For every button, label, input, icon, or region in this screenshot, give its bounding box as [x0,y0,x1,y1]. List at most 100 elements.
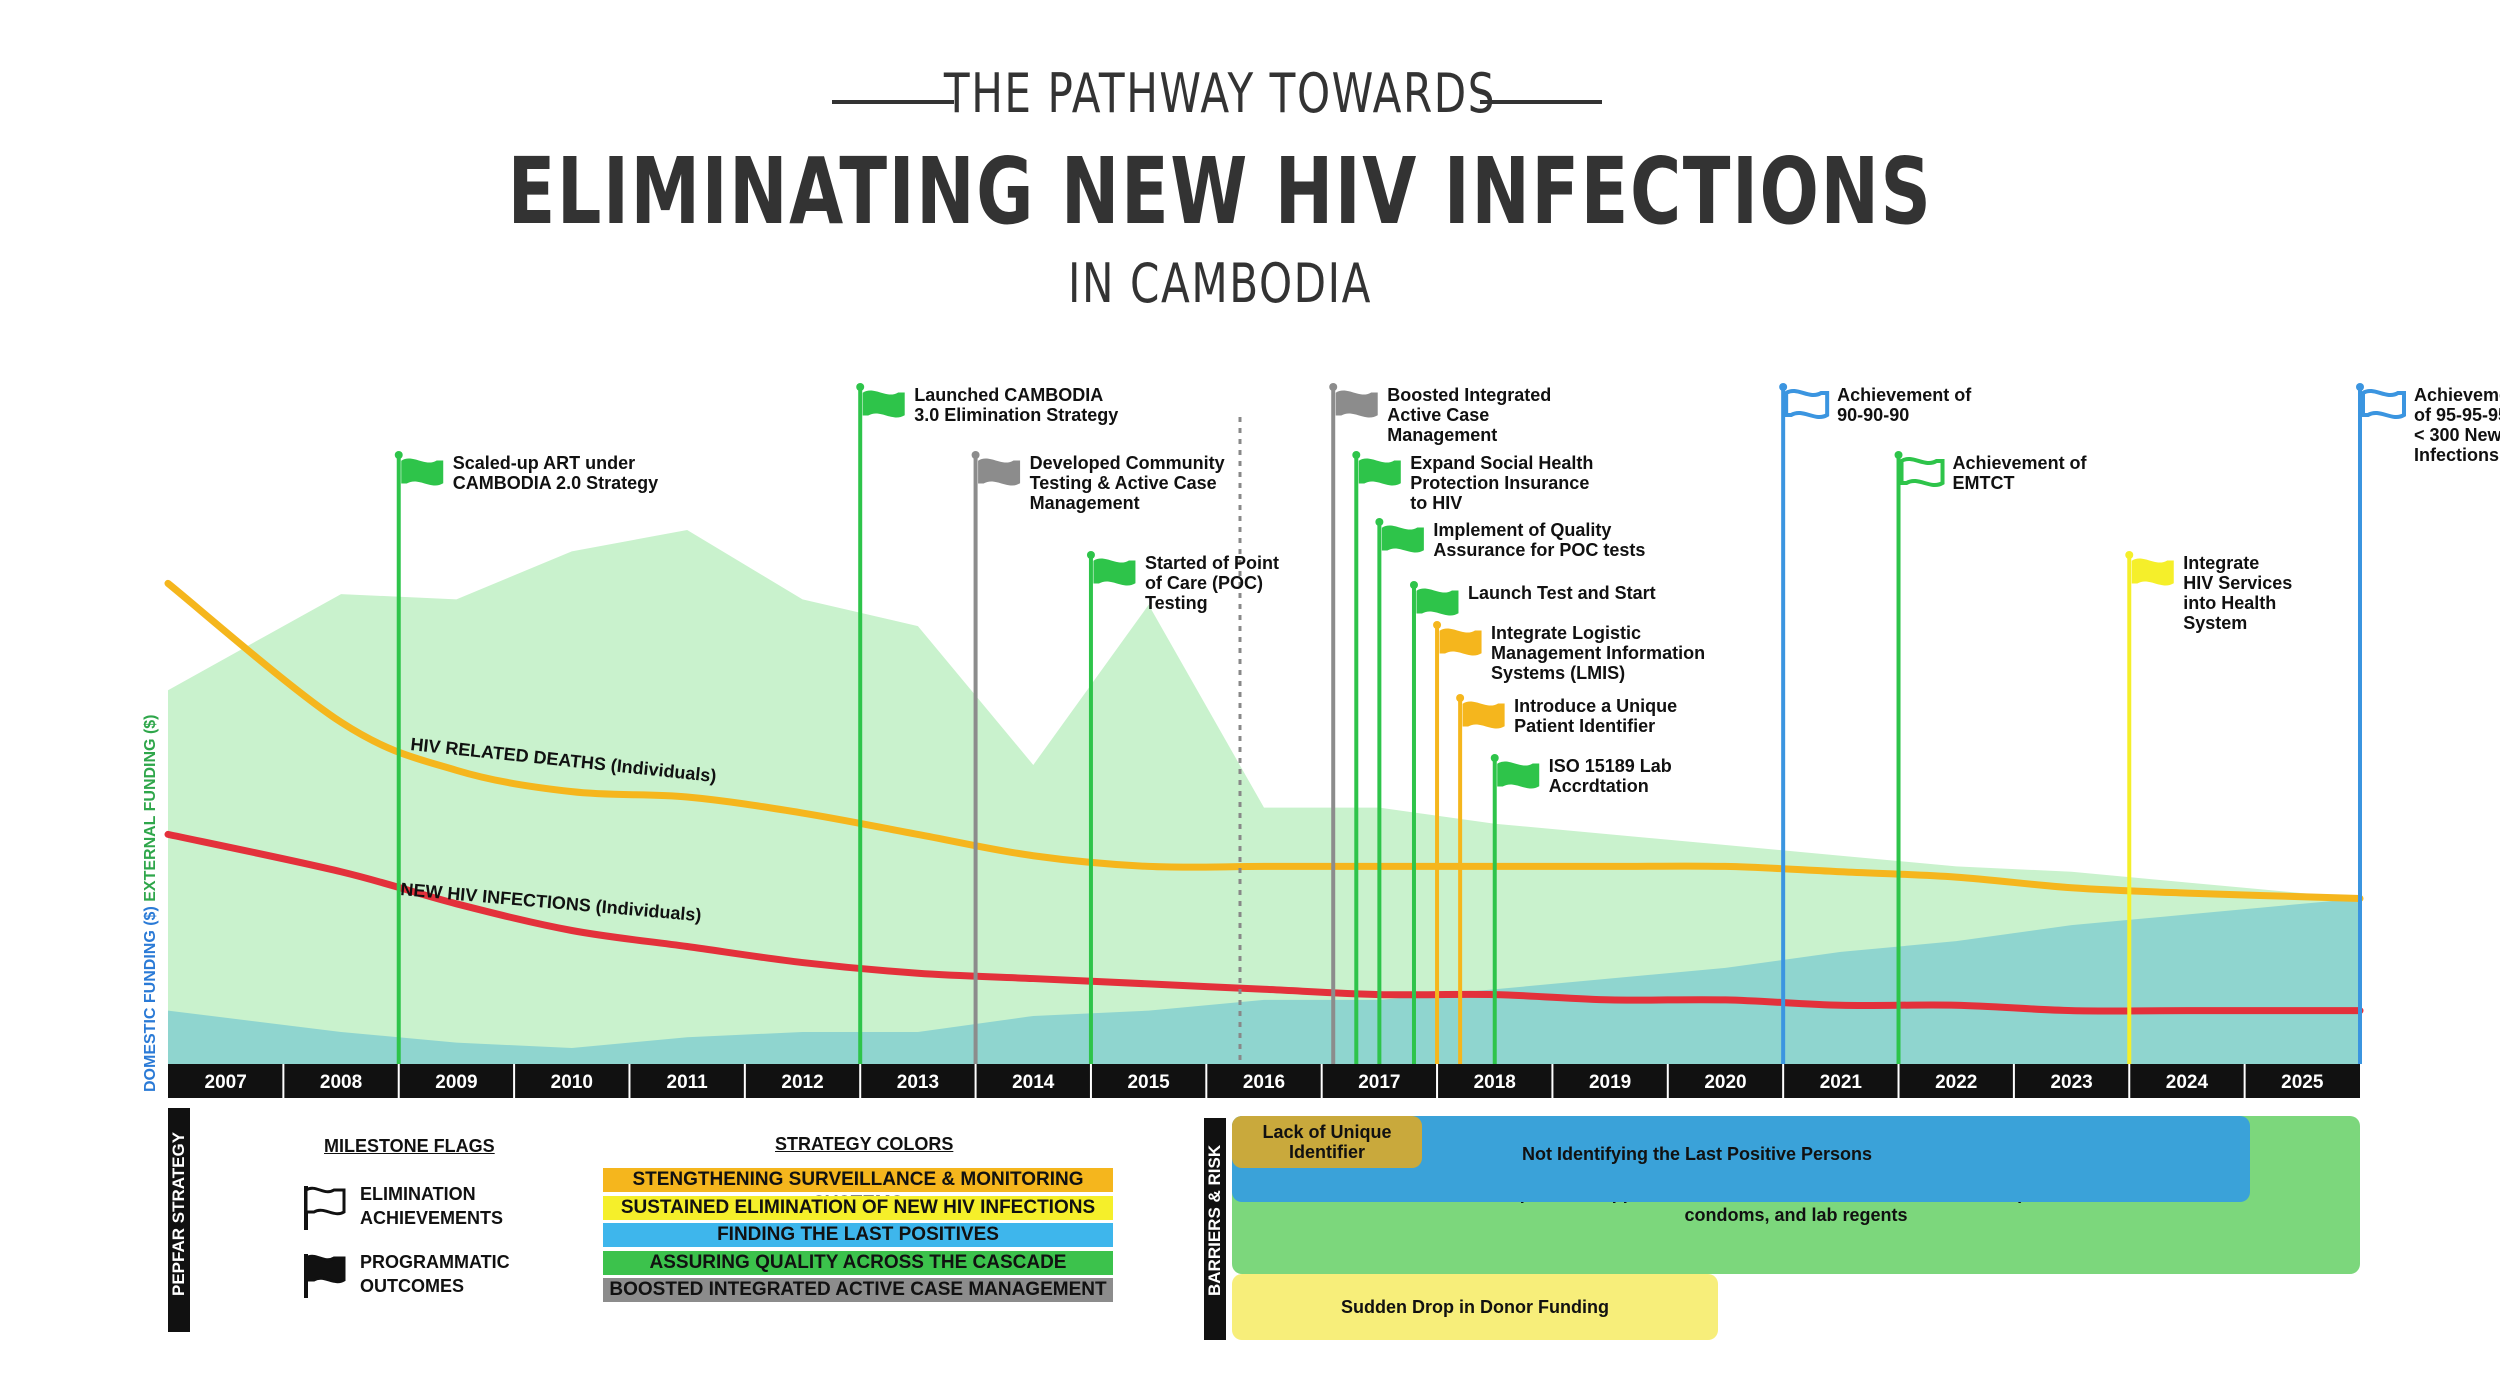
flag-pole-top [1456,694,1465,702]
flag-solid-icon [2131,558,2174,586]
flag-pole-top [1490,754,1499,762]
flag-outline-icon [1899,457,1945,487]
flag-pole-top [856,383,865,391]
elimination-legend-label: ELIMINATION ACHIEVEMENTS [360,1182,503,1230]
flag-label: HIV Services [2183,573,2292,593]
line-series-2 [164,579,2364,902]
flag-label: Testing [1145,593,1208,613]
flag-solid-icon [401,458,444,486]
x-tick-label: 2007 [205,1072,247,1093]
programmatic-flag-icon [304,1254,346,1298]
flag-label: Systems (LMIS) [1491,663,1625,683]
flag-label: Testing & Active Case [1030,473,1217,493]
flag-label: of 95-95-95 & [2414,405,2500,425]
line-series-3 [164,830,2364,1015]
pepfar-bar [168,1108,190,1332]
strategy-surveillance: STENGTHENING SURVEILLANCE & MONITORING S… [603,1168,1113,1214]
flag-label: Protection Insurance [1410,473,1589,493]
flag-label: Started of Point [1145,553,1279,573]
flag-label: Management [1030,493,1140,513]
x-tick-label: 2017 [1358,1072,1400,1093]
title-block: THE PATHWAY TOWARDS ELIMINATING NEW HIV … [0,0,2500,330]
x-tick-label: 2008 [320,1072,362,1093]
programmatic-legend-label: PROGRAMMATIC OUTCOMES [360,1250,510,1298]
flag-label: Assurance for POC tests [1433,540,1645,560]
flag-label: Achievement [2414,385,2500,405]
flag-label: System [2183,613,2247,633]
flag-label: of Care (POC) [1145,573,1263,593]
milestone-legend-title: MILESTONE FLAGS [324,1136,495,1156]
flag-solid-icon [1439,628,1482,656]
flag-label: into Health [2183,593,2276,613]
strategy-sustained-elimination: SUSTAINED ELIMINATION OF NEW HIV INFECTI… [603,1196,1113,1220]
barrier-last-positive-label: Not Identifying the Last Positive Person… [1522,1143,1873,1164]
flag-label: Boosted Integrated [1387,385,1551,405]
x-tick-label: 2012 [781,1072,823,1093]
flag-label: < 300 New [2414,425,2500,445]
title-line-3: IN CAMBODIA [1067,252,1373,315]
x-tick-label: 2023 [2050,1072,2092,1093]
area-series-0 [168,530,2360,1064]
flag-label: Patient Identifier [1514,716,1655,736]
milestone-flag: Launch Test and Start [1409,581,1656,1064]
flag-pole-top [1433,621,1442,629]
flag-outline-icon [1784,389,1830,419]
flag-pole-top [1086,551,1095,559]
flag-label: Launch Test and Start [1468,583,1656,603]
x-tick-label: 2011 [667,1072,709,1093]
x-tick-label: 2013 [897,1072,939,1093]
flag-label: Management Information [1491,643,1705,663]
flag-pole-top [2356,383,2364,391]
flag-solid-icon [1335,390,1378,418]
x-tick-label: 2021 [1820,1072,1863,1093]
x-tick-label: 2010 [551,1072,593,1093]
x-tick-label: 2024 [2166,1072,2209,1093]
x-tick-label: 2022 [1935,1072,1977,1093]
flag-solid-icon [1416,588,1459,616]
elimination-legend-line: ACHIEVEMENTS [360,1208,504,1228]
pepfar-label: PEPFAR STRATEGY [169,1131,188,1296]
flag-label: Developed Community [1030,453,1225,473]
flag-pole-top [1375,518,1384,526]
flag-label: Scaled-up ART under [453,453,635,473]
flag-outline-icon [2361,389,2406,419]
x-axis: 2007 2008 2009 2010 2011 2012 2013 2014 2015 2016… [168,1064,2360,1098]
flag-solid-icon [1358,458,1401,486]
flag-label: Implement of Quality [1433,520,1611,540]
programmatic-legend-line: OUTCOMES [360,1276,465,1296]
title-rule-right [1480,100,1602,104]
elimination-legend-line: ELIMINATION [360,1184,476,1204]
flag-label: to HIV [1410,493,1462,513]
flag-label: Accrdtation [1549,776,1649,796]
flag-pole-top [971,451,980,459]
flag-label: ISO 15189 Lab [1549,756,1672,776]
flag-label: Management [1387,425,1497,445]
strategy-active-case: BOOSTED INTEGRATED ACTIVE CASE MANAGEMEN… [603,1278,1113,1302]
barriers-label: BARRIERS & RISK [1205,1144,1224,1296]
flag-label: Achievement of [1953,453,2088,473]
flag-solid-icon [1093,558,1136,586]
page-title: ELIMINATING NEW HIV INFECTIONS [507,138,1933,245]
flag-label: CAMBODIA 2.0 Strategy [453,473,658,493]
x-tick-label: 2014 [1012,1072,1055,1093]
y-axis-label-external: EXTERNAL FUNDING ($) [142,714,159,902]
flag-solid-icon [862,390,905,418]
flag-label: Expand Social Health [1410,453,1593,473]
x-tick-label: 2009 [435,1072,477,1093]
x-tick-label: 2020 [1704,1072,1746,1093]
strategy-last-positives: FINDING THE LAST POSITIVES [603,1223,1113,1247]
flag-solid-icon [1381,525,1424,553]
barriers-bar [1204,1118,1226,1340]
